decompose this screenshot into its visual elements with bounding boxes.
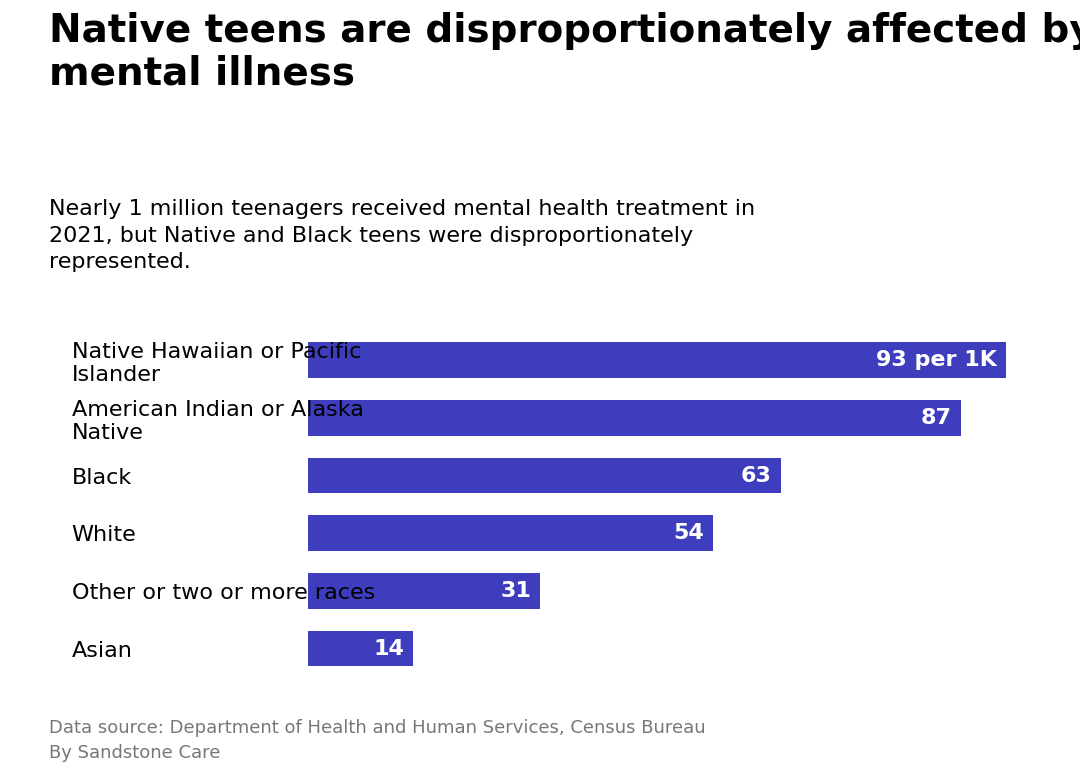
- Text: 14: 14: [373, 639, 404, 658]
- Text: Nearly 1 million teenagers received mental health treatment in
2021, but Native : Nearly 1 million teenagers received ment…: [49, 199, 755, 272]
- Text: 93 per 1K: 93 per 1K: [876, 350, 997, 370]
- Bar: [308, 457, 781, 493]
- Bar: [308, 343, 1005, 378]
- Bar: [308, 400, 961, 436]
- Text: 63: 63: [741, 465, 772, 486]
- Text: 31: 31: [501, 581, 531, 601]
- Text: Native teens are disproportionately affected by
mental illness: Native teens are disproportionately affe…: [49, 12, 1080, 92]
- Text: 54: 54: [673, 523, 704, 543]
- Text: 87: 87: [921, 408, 951, 428]
- Bar: [308, 631, 413, 666]
- Bar: [308, 573, 540, 609]
- Text: Data source: Department of Health and Human Services, Census Bureau
By Sandstone: Data source: Department of Health and Hu…: [49, 719, 705, 762]
- Bar: [308, 515, 713, 551]
